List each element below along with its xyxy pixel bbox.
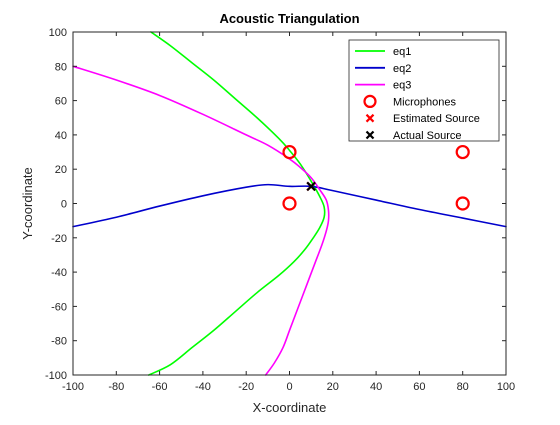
y-tick-label: -60 bbox=[51, 301, 67, 313]
microphone-marker bbox=[455, 196, 470, 211]
y-tick-label: -80 bbox=[51, 336, 67, 348]
legend-label: eq1 bbox=[393, 46, 411, 58]
legend-swatch-stroke bbox=[365, 130, 375, 140]
series-layer bbox=[72, 31, 507, 376]
x-tick-label: -100 bbox=[62, 381, 84, 393]
x-tick-label: 40 bbox=[370, 381, 382, 393]
legend-entries: eq1 eq2 eq3 Microphones Estimated Source Actu… bbox=[355, 46, 480, 142]
legend-item: eq3 bbox=[355, 80, 411, 92]
actual-source-marker bbox=[306, 181, 316, 192]
legend-label: Microphones bbox=[393, 96, 456, 108]
legend-swatch bbox=[363, 94, 377, 109]
x-tick-label: 20 bbox=[327, 381, 339, 393]
legend-label: Estimated Source bbox=[393, 113, 480, 125]
x-tick-label: 80 bbox=[457, 381, 469, 393]
tick-layer: -100 -80 -60 -40 -20 0 20 40 60 80 100 -100 -80 -60 -4… bbox=[45, 27, 515, 393]
legend-label: Actual Source bbox=[393, 130, 461, 142]
chart-title: Acoustic Triangulation bbox=[219, 11, 359, 26]
legend-item: eq1 bbox=[355, 46, 411, 58]
y-tick-label: -40 bbox=[51, 267, 67, 279]
marker-layer bbox=[282, 144, 470, 211]
y-tick-label: -100 bbox=[45, 370, 67, 382]
legend-box bbox=[348, 39, 500, 142]
series-line-eq1 bbox=[147, 31, 326, 376]
x-tick-label: -20 bbox=[238, 381, 254, 393]
legend-swatch-stroke bbox=[365, 113, 375, 123]
microphone-marker bbox=[455, 144, 470, 160]
legend-item: Actual Source bbox=[365, 130, 461, 142]
series-line-eq3 bbox=[72, 65, 330, 376]
x-tick-label: -40 bbox=[195, 381, 211, 393]
y-tick-label: -20 bbox=[51, 233, 67, 245]
y-tick-label: 60 bbox=[55, 96, 67, 108]
y-axis-label: Y-coordinate bbox=[20, 167, 35, 240]
x-tick-label: 100 bbox=[497, 381, 515, 393]
x-tick-label: -60 bbox=[152, 381, 168, 393]
x-tick-label: 60 bbox=[413, 381, 425, 393]
legend-item: Estimated Source bbox=[365, 113, 480, 125]
y-tick-label: 0 bbox=[61, 199, 67, 211]
y-tick-label: 40 bbox=[55, 130, 67, 142]
y-tick-label: 100 bbox=[49, 27, 67, 39]
legend-item: eq2 bbox=[355, 63, 411, 75]
microphone-marker bbox=[282, 144, 297, 160]
series-line-eq2 bbox=[72, 183, 507, 228]
legend-item: Microphones bbox=[363, 94, 456, 109]
legend: eq1 eq2 eq3 Microphones Estimated Source Actu… bbox=[348, 39, 500, 142]
y-tick-label: 80 bbox=[55, 61, 67, 73]
legend-label: eq3 bbox=[393, 80, 411, 92]
x-axis-label: X-coordinate bbox=[253, 400, 327, 415]
x-tick-label: 0 bbox=[286, 381, 292, 393]
legend-swatch bbox=[365, 130, 375, 140]
microphone-marker bbox=[282, 196, 297, 211]
x-tick-label: -80 bbox=[108, 381, 124, 393]
actual-source-marker-stroke bbox=[306, 181, 316, 192]
legend-swatch bbox=[365, 113, 375, 123]
legend-label: eq2 bbox=[393, 63, 411, 75]
y-tick-label: 20 bbox=[55, 164, 67, 176]
